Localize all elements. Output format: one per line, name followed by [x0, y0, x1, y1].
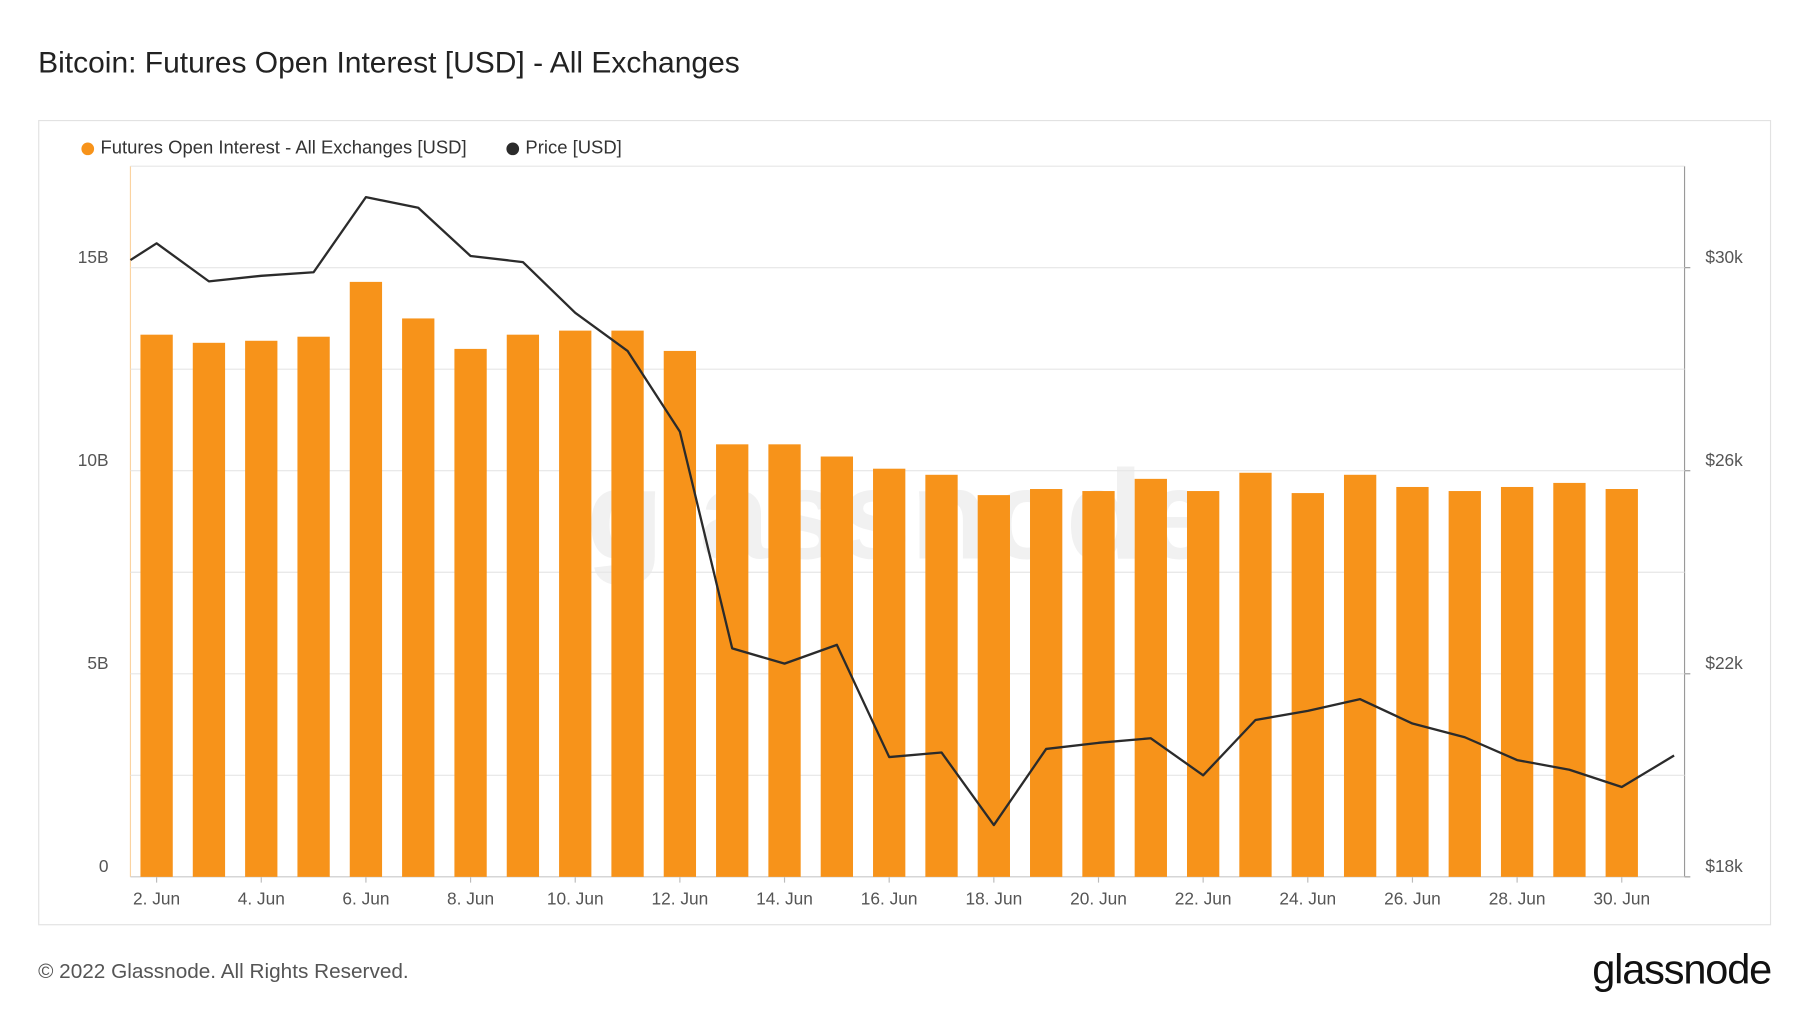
x-tick-label: 8. Jun: [447, 888, 494, 908]
bar: [1082, 491, 1115, 877]
bar: [1605, 489, 1638, 877]
legend-marker: [81, 142, 95, 156]
x-tick-label: 26. Jun: [1384, 888, 1441, 908]
x-tick-label: 24. Jun: [1279, 888, 1336, 908]
bar: [1030, 489, 1063, 877]
x-tick-label: 4. Jun: [238, 888, 285, 908]
x-tick-label: 6. Jun: [342, 888, 389, 908]
bar: [402, 318, 435, 877]
x-tick-label: 16. Jun: [861, 888, 918, 908]
bar: [1553, 482, 1586, 877]
x-tick-label: 10. Jun: [547, 888, 604, 908]
x-tick-label: 30. Jun: [1593, 888, 1650, 908]
bar: [873, 468, 906, 877]
y-tick-label: 15B: [78, 247, 109, 267]
x-tick-label: 2. Jun: [133, 888, 180, 908]
bar: [1239, 472, 1272, 877]
bar: [1291, 493, 1324, 877]
bar: [977, 495, 1010, 877]
legend-marker: [506, 142, 520, 156]
y-tick-label: 0: [99, 856, 109, 876]
chart-frame: [38, 119, 1772, 926]
bar: [140, 334, 173, 877]
legend-label: Futures Open Interest - All Exchanges [U…: [100, 137, 466, 158]
bar: [716, 444, 749, 877]
x-tick-label: 12. Jun: [652, 888, 709, 908]
bar: [1500, 486, 1534, 877]
legend-label: Price [USD]: [525, 137, 621, 158]
bar: [506, 334, 540, 877]
bar: [559, 330, 592, 877]
y2-tick-label: $18k: [1705, 856, 1743, 876]
price-line: [129, 195, 1675, 827]
bar: [1448, 491, 1481, 877]
bar: [192, 342, 226, 877]
y2-tick-label: $30k: [1705, 247, 1743, 267]
x-tick-label: 28. Jun: [1489, 888, 1546, 908]
chart-title: Bitcoin: Futures Open Interest [USD] - A…: [38, 47, 740, 80]
bar: [1396, 486, 1429, 877]
bar: [454, 348, 487, 877]
x-tick-label: 18. Jun: [965, 888, 1022, 908]
bar: [245, 340, 278, 877]
x-tick-label: 14. Jun: [756, 888, 813, 908]
bar: [1343, 474, 1377, 877]
bar: [663, 350, 697, 877]
x-tick-label: 20. Jun: [1070, 888, 1127, 908]
y2-tick-label: $22k: [1705, 653, 1743, 673]
bar: [611, 330, 644, 877]
bar: [297, 336, 330, 877]
bar: [925, 474, 958, 877]
bar: [1134, 478, 1167, 877]
footer: © 2022 Glassnode. All Rights Reserved.: [38, 960, 409, 983]
y-tick-label: 10B: [78, 450, 109, 470]
bar: [1186, 491, 1220, 877]
y-tick-label: 5B: [87, 653, 108, 673]
bar: [349, 281, 383, 877]
logo: glassnode: [1592, 946, 1771, 993]
x-tick-label: 22. Jun: [1175, 888, 1232, 908]
y2-tick-label: $26k: [1705, 450, 1743, 470]
